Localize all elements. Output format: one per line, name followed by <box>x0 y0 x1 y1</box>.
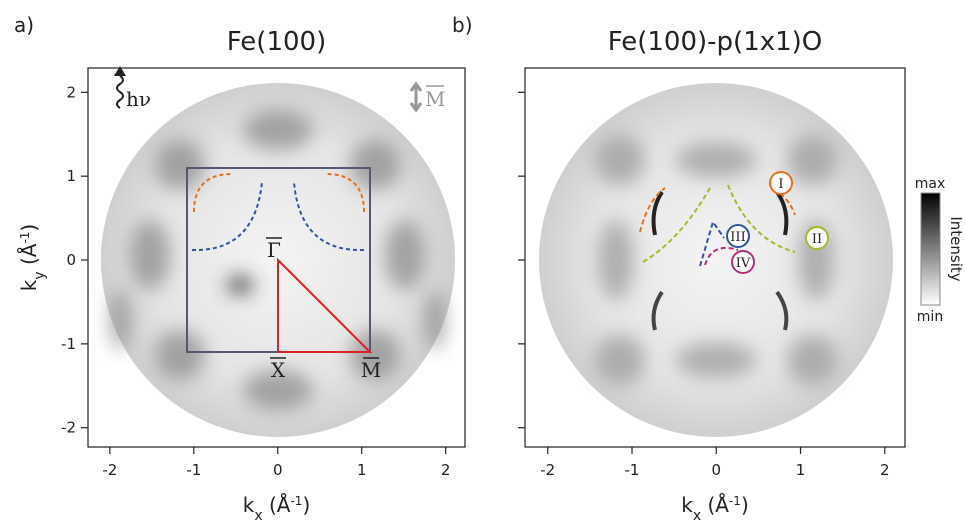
y-tick-label: 1 <box>66 167 76 185</box>
annotation: hν <box>126 87 151 111</box>
axis-label: kx (Å-1) <box>681 493 749 524</box>
axis-label-part: -1 <box>18 232 32 244</box>
symmetry-point: Γ <box>267 238 281 262</box>
intensity-map <box>539 83 893 437</box>
x-tick-label: 1 <box>357 461 367 479</box>
symmetry-point: M <box>361 358 381 382</box>
colorbar <box>920 192 941 306</box>
feature-label: II <box>812 232 822 247</box>
x-tick-label: 0 <box>273 461 283 479</box>
overlay <box>639 184 796 267</box>
axis-label-part: k <box>681 493 693 517</box>
x-tick-label: 0 <box>711 461 721 479</box>
axis-label-part: -1 <box>729 494 741 508</box>
axis-label-part: (Å <box>701 493 729 517</box>
y-tick-label: 2 <box>66 83 76 101</box>
colorbar-min: min <box>917 309 943 325</box>
x-tick-label: -1 <box>186 461 201 479</box>
axis-label-part: (Å <box>17 243 41 271</box>
axis-label-part: k <box>243 493 255 517</box>
y-tick-label: 0 <box>66 251 76 269</box>
y-tick-label: -1 <box>61 335 76 353</box>
symmetry-point: X <box>271 358 286 382</box>
plot-frame <box>87 67 466 448</box>
colorbar-label: Intensity <box>947 216 965 281</box>
panel-label: a) <box>14 13 34 37</box>
axis-label-part: ) <box>17 224 41 232</box>
chart-title: Fe(100)-p(1x1)O <box>608 27 823 57</box>
annotation: M <box>425 87 445 111</box>
colorbar-max: max <box>915 176 946 192</box>
axis-label: kx (Å-1) <box>243 493 311 524</box>
y-tick-label: -2 <box>61 419 76 437</box>
x-tick-label: 1 <box>796 461 806 479</box>
feature-label: III <box>730 230 745 245</box>
feature-circles <box>726 171 829 274</box>
axis-label-part: -1 <box>290 494 302 508</box>
x-tick-label: -2 <box>540 461 555 479</box>
axis-label-part: ) <box>741 493 749 517</box>
overlay <box>114 66 423 359</box>
panel-label: b) <box>452 13 473 37</box>
axis-label-part: x <box>693 508 701 524</box>
axis-label: ky (Å-1) <box>17 224 48 292</box>
plot-frame <box>524 67 906 448</box>
x-tick-label: 2 <box>441 461 451 479</box>
axis-label-part: (Å <box>263 493 291 517</box>
x-tick-label: -1 <box>625 461 640 479</box>
x-tick-label: 2 <box>880 461 890 479</box>
axis-label-part: y <box>32 271 48 279</box>
axis-label-part: k <box>17 279 41 291</box>
chart-title: Fe(100) <box>227 27 326 57</box>
x-tick-label: -2 <box>102 461 117 479</box>
axis-label-part: x <box>254 508 262 524</box>
axis-label-part: ) <box>302 493 310 517</box>
feature-label: I <box>778 177 783 192</box>
feature-label: IV <box>736 256 751 271</box>
